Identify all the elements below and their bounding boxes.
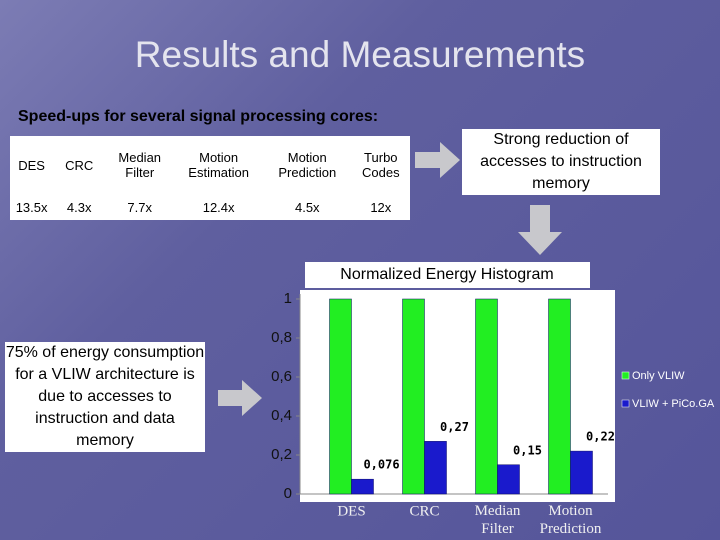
- y-tick-label: 0: [284, 485, 292, 502]
- arrow-right: [415, 142, 460, 178]
- bar: [570, 450, 593, 495]
- bar: [548, 298, 571, 495]
- data-label: 0,27: [440, 420, 469, 434]
- header-cell: Motion Estimation: [188, 150, 249, 180]
- note: 75% of energy consumption for a VLIW arc…: [5, 342, 205, 452]
- y-tick-label: 0,4: [271, 407, 292, 424]
- x-tick-label: Motion Prediction: [540, 503, 602, 537]
- arrow-right: [218, 380, 262, 416]
- cell: 12.4x: [202, 199, 235, 215]
- header-cell: Turbo Codes: [362, 150, 400, 180]
- bar: [424, 441, 447, 495]
- legend-label: VLIW + PiCo.GA: [632, 398, 715, 410]
- subtitle: Speed-ups for several signal processing …: [18, 108, 379, 125]
- header-cell: Median Filter: [118, 150, 162, 180]
- header-cell: DES: [18, 157, 45, 173]
- slide-title: Results and Measurements: [134, 34, 586, 75]
- table-header: DES CRC Median Filter Motion Estimation …: [10, 136, 410, 194]
- x-tick-label: Median Filter: [475, 503, 521, 537]
- y-tick-label: 0,6: [271, 368, 292, 385]
- chart-title-bg: [305, 262, 590, 288]
- cell: 4.3x: [66, 199, 92, 215]
- bar: [497, 464, 520, 495]
- arrow-down: [518, 205, 562, 255]
- bar: [402, 298, 425, 495]
- legend-swatch: [621, 371, 630, 380]
- legend-swatch: [621, 399, 630, 408]
- speedup-table: DES CRC Median Filter Motion Estimation …: [10, 136, 410, 220]
- data-label: 0,22: [586, 430, 615, 444]
- data-label: 0,076: [363, 458, 399, 472]
- chart-title: Normalized Energy Histogram: [340, 266, 553, 283]
- cell: 4.5x: [294, 199, 320, 215]
- x-tick-label: DES: [337, 503, 365, 519]
- note: Strong reduction of accesses to instruct…: [462, 129, 660, 195]
- y-tick-label: 0,8: [271, 329, 292, 346]
- bar: [351, 478, 374, 495]
- cell: 12x: [370, 199, 392, 215]
- y-tick-label: 0,2: [271, 446, 292, 463]
- cell: 7.7x: [127, 199, 152, 215]
- y-tick-label: 1: [284, 290, 292, 307]
- bar: [475, 298, 498, 495]
- table-row: 13.5x 4.3x 7.7x 12.4x 4.5x 12x: [10, 194, 410, 220]
- legend-label: Only VLIW: [632, 370, 685, 382]
- header-cell: CRC: [65, 157, 94, 173]
- x-tick-label: CRC: [409, 503, 439, 519]
- bar: [329, 298, 352, 495]
- cell: 13.5x: [15, 199, 48, 215]
- data-label: 0,15: [513, 443, 542, 457]
- header-cell: Motion Prediction: [278, 150, 337, 180]
